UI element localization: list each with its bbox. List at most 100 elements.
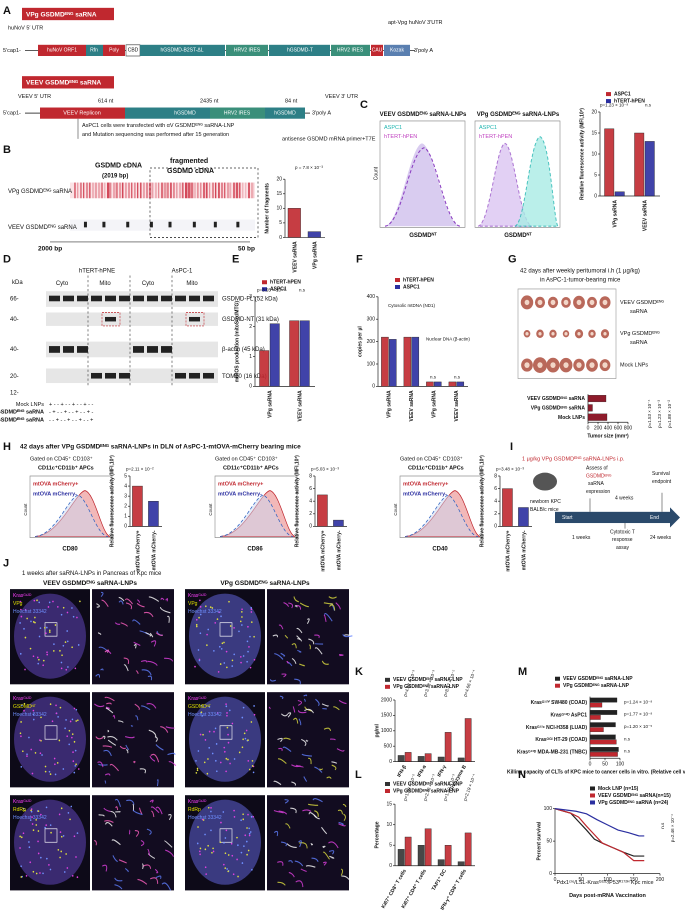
survival-line [555, 809, 644, 856]
band [104, 183, 105, 199]
cell [226, 712, 228, 714]
legend-swatch [590, 793, 595, 797]
cell [221, 648, 223, 650]
label: VPg GSDMDᴱᴺᴳ [620, 330, 660, 337]
cell [58, 849, 60, 851]
cell [251, 816, 253, 818]
cell [70, 721, 72, 723]
label: CD11c⁺CD11b⁺ APCs [408, 465, 464, 472]
bar [308, 232, 321, 238]
legend-label: VPg GSDMDᴱᴺᴳ saRNA (n=24) [598, 800, 669, 806]
tumor-core [577, 332, 580, 336]
annotation: n.s [624, 749, 631, 754]
label: 50 bp [238, 245, 255, 252]
annotation: p=1.77 × 10⁻⁸ [624, 712, 652, 717]
cell [63, 768, 65, 770]
label: newborn KPC [530, 499, 561, 505]
label: 66- [10, 297, 19, 303]
bar [434, 382, 441, 386]
cell [197, 768, 199, 770]
bar [132, 486, 142, 526]
cell [29, 861, 31, 863]
bar [398, 849, 404, 865]
annotation: p=3.48 × 10⁻³ [496, 466, 524, 471]
cell [249, 769, 251, 771]
label: Count [373, 166, 379, 180]
tumor-core [590, 300, 595, 305]
x-tick-label: mtOVA mCherry- [151, 530, 157, 570]
cell [249, 835, 251, 837]
cell [23, 628, 25, 630]
label: GSDMDᴺᵀ [13, 704, 37, 710]
y-tick-label: 0 [494, 524, 497, 530]
x-tick-label: VEEV saRNA [454, 390, 460, 422]
cell [200, 734, 202, 736]
label: CD40 [432, 546, 448, 552]
label: mtOVA mCherry+ [218, 481, 263, 487]
y-axis-label: Percent survival [536, 821, 542, 860]
y-tick-label: 1000 [381, 728, 392, 734]
cell [39, 636, 41, 638]
bar [590, 735, 616, 739]
cell [61, 807, 63, 809]
cell [74, 765, 76, 767]
cell [45, 766, 47, 768]
x-tick-label: TAP1⁺ DC [431, 868, 448, 892]
cell [65, 669, 67, 671]
cell [20, 766, 22, 768]
cell [213, 650, 215, 652]
cell [205, 873, 207, 875]
label: Mock LNPs [16, 402, 44, 408]
cell [251, 611, 253, 613]
cell [243, 655, 245, 657]
label: Count [23, 503, 28, 516]
label: - + - - + - - + - - + - [49, 410, 93, 416]
y-tick-label: 20 [276, 177, 282, 183]
label: H [3, 441, 11, 453]
cell [52, 720, 54, 722]
label: 614 nt [98, 98, 114, 104]
bar [438, 757, 444, 762]
label: Hoechst 33342 [13, 609, 47, 615]
band [101, 183, 103, 199]
cell [34, 617, 36, 619]
cell [60, 831, 62, 833]
y-tick-label: 20 [591, 109, 597, 115]
band [122, 183, 123, 199]
annotation: p=1.53 × 10⁻⁴ [647, 399, 652, 427]
y-tick-label: 200 [367, 339, 376, 345]
x-tick-label: IFN-α [416, 763, 428, 778]
cell [253, 636, 255, 638]
legend-swatch [385, 789, 390, 793]
cell [205, 605, 207, 607]
bar [398, 755, 404, 761]
cell [53, 650, 55, 652]
band [191, 183, 193, 199]
y-tick-label: Krasᴳ¹²ⱽ SW480 (COAD) [531, 700, 588, 706]
cell [231, 843, 233, 845]
cell [20, 865, 22, 867]
y-tick-label: 100 [367, 361, 376, 367]
cell [251, 869, 253, 871]
cell [28, 841, 30, 843]
cell [243, 845, 245, 847]
cell [220, 663, 222, 665]
label: huNoV ORF1 [47, 48, 77, 54]
bar [465, 718, 471, 761]
blot-band [133, 346, 144, 353]
annotation: n.s [299, 287, 306, 292]
bar [148, 501, 158, 526]
cell [199, 660, 201, 662]
bar [333, 520, 343, 526]
label: Krasᴳ¹²ᴰ [188, 696, 207, 702]
legend-swatch [555, 677, 560, 681]
label: in AsPC-1-tumor-bearing mice [540, 278, 621, 284]
label: VEEV GSDMDᴱᴺᴳ saRNA [26, 80, 102, 87]
cell [211, 852, 213, 854]
cell [39, 739, 41, 741]
cell [60, 851, 62, 853]
y-tick-label: 2000 [381, 697, 392, 703]
x-tick-label: mtOVA mCherry+ [505, 530, 511, 571]
bar [465, 833, 471, 866]
cell [246, 730, 248, 732]
